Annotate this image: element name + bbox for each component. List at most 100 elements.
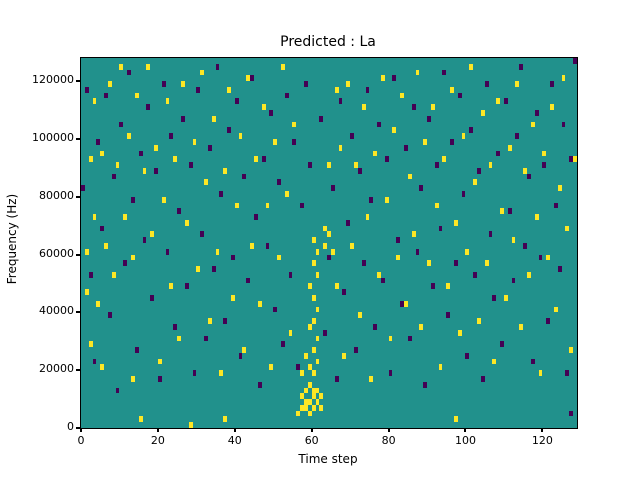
chart-title: Predicted : La [280, 34, 376, 50]
heatmap-cell [265, 202, 270, 209]
heatmap-cell [84, 289, 89, 296]
heatmap-cell [250, 243, 255, 249]
heatmap-cell [315, 248, 320, 255]
heatmap-cell [561, 75, 566, 82]
heatmap-cell [292, 138, 297, 145]
heatmap-cell [311, 404, 316, 411]
heatmap-cell [215, 63, 220, 70]
heatmap-cell [511, 237, 516, 243]
heatmap-cell [346, 219, 351, 226]
y-tick-mark [76, 427, 80, 429]
heatmap-cell [338, 98, 343, 105]
heatmap-cell [369, 375, 374, 382]
heatmap-cell [569, 410, 574, 417]
heatmap-cell [569, 156, 574, 163]
heatmap-cell [334, 375, 339, 382]
heatmap-cell [100, 150, 105, 157]
heatmap-cell [227, 127, 231, 134]
heatmap-cell [223, 167, 228, 174]
heatmap-cell [538, 370, 543, 376]
x-tick-mark [233, 428, 236, 432]
heatmap-cell [219, 190, 224, 197]
heatmap-cell [307, 364, 312, 371]
heatmap-cell [250, 75, 255, 82]
heatmap-cell [569, 347, 574, 353]
heatmap-cell [384, 156, 389, 163]
heatmap-cell [496, 98, 501, 105]
heatmap-cell [480, 375, 485, 382]
heatmap-cell [350, 133, 354, 139]
heatmap-cell [403, 144, 408, 151]
heatmap-cell [334, 283, 339, 290]
heatmap-cell [173, 323, 178, 330]
heatmap-cell [484, 260, 489, 267]
heatmap-cell [311, 370, 316, 376]
heatmap-cell [157, 375, 162, 382]
heatmap-cell [488, 231, 493, 238]
heatmap-cell [488, 162, 493, 168]
heatmap-cell [330, 185, 335, 191]
heatmap-cell [123, 260, 128, 267]
heatmap-cell [177, 335, 181, 342]
heatmap-cell [515, 133, 520, 139]
heatmap-cell [573, 58, 577, 64]
heatmap-cell [154, 167, 158, 174]
heatmap-cell [192, 370, 197, 376]
heatmap-cell [446, 283, 451, 290]
heatmap-cell [115, 162, 120, 168]
heatmap-cell [515, 81, 520, 87]
heatmap-cell [207, 144, 212, 151]
heatmap-cell [230, 254, 235, 261]
heatmap-cell [284, 190, 289, 197]
heatmap-cell [150, 295, 155, 301]
heatmap-cell [304, 404, 308, 411]
x-tick-mark [387, 428, 390, 432]
heatmap-cell [273, 306, 278, 313]
heatmap-cell [127, 69, 131, 76]
heatmap-cell [304, 81, 308, 87]
heatmap-cell [261, 104, 266, 111]
heatmap-cell [161, 81, 166, 87]
heatmap-cell [130, 196, 135, 203]
heatmap-cell [127, 133, 131, 139]
heatmap-cell [411, 104, 416, 111]
heatmap-cell [307, 381, 312, 388]
heatmap-cell [311, 318, 316, 324]
heatmap-cell [265, 243, 270, 249]
heatmap-cell [453, 416, 458, 423]
heatmap-cell [546, 254, 551, 261]
x-axis-label: Time step [298, 452, 358, 466]
heatmap-cell [138, 150, 143, 157]
heatmap-cell [311, 237, 316, 243]
heatmap-cell [353, 347, 358, 353]
heatmap-cell [503, 295, 508, 301]
heatmap-cell [84, 248, 89, 255]
heatmap-cell [288, 271, 293, 278]
heatmap-cell [100, 364, 105, 371]
heatmap-cell [211, 266, 216, 272]
heatmap-cell [261, 156, 266, 163]
x-tick-label: 0 [77, 434, 85, 447]
heatmap-cell [469, 127, 474, 134]
y-tick-label: 60000 [39, 246, 74, 260]
heatmap-cell [542, 150, 547, 157]
heatmap-cell [400, 92, 404, 99]
heatmap-cell [573, 156, 577, 163]
heatmap-cell [254, 214, 258, 220]
y-tick-label: 20000 [39, 362, 74, 376]
heatmap-cell [238, 352, 243, 359]
heatmap-cell [384, 196, 389, 203]
heatmap-cell [96, 138, 101, 145]
heatmap-cell [342, 289, 347, 296]
heatmap-cell [396, 237, 401, 243]
heatmap-cell [242, 347, 247, 353]
heatmap-cell [111, 173, 116, 180]
heatmap-cell [315, 399, 320, 405]
heatmap-cell [553, 202, 558, 209]
heatmap-cell [327, 162, 331, 168]
heatmap-cell [188, 422, 193, 428]
heatmap-cell [319, 404, 324, 411]
heatmap-cell [523, 243, 527, 249]
heatmap-cell [130, 375, 135, 382]
heatmap-cell [477, 318, 481, 324]
